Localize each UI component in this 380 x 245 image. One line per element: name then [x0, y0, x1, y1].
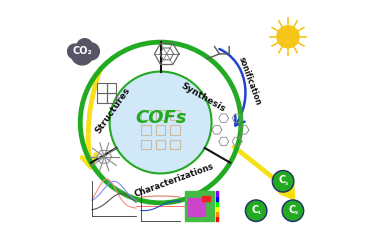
Bar	[107, 93, 117, 103]
Circle shape	[110, 72, 212, 173]
Text: Structures: Structures	[93, 86, 132, 135]
Circle shape	[82, 43, 99, 60]
Bar	[107, 83, 117, 93]
Bar	[141, 140, 151, 149]
FancyArrowPatch shape	[234, 147, 293, 197]
Bar	[185, 191, 214, 220]
Text: ₁: ₁	[258, 209, 261, 215]
Circle shape	[247, 201, 266, 220]
Bar	[202, 196, 210, 201]
Text: COFs: COFs	[135, 109, 186, 127]
Bar	[156, 110, 166, 120]
Bar	[216, 206, 218, 211]
Bar	[97, 93, 107, 103]
FancyArrowPatch shape	[219, 49, 245, 125]
Text: CO₂: CO₂	[72, 47, 92, 56]
Circle shape	[277, 26, 299, 48]
Text: Characterizations: Characterizations	[133, 161, 215, 199]
Bar	[141, 110, 151, 120]
Circle shape	[71, 43, 93, 65]
Bar	[216, 211, 218, 216]
Bar	[170, 110, 180, 120]
Text: C: C	[278, 175, 285, 185]
Circle shape	[77, 39, 92, 54]
Bar	[216, 201, 218, 206]
Bar	[216, 191, 218, 196]
Bar	[156, 125, 166, 135]
Bar	[156, 140, 166, 149]
Text: ₂: ₂	[294, 209, 298, 215]
Text: C: C	[288, 205, 295, 215]
Text: ₃: ₃	[285, 180, 288, 186]
Text: C: C	[251, 205, 258, 215]
Circle shape	[74, 50, 86, 62]
Circle shape	[245, 200, 267, 221]
Text: Synthesis: Synthesis	[180, 82, 227, 114]
Bar	[97, 83, 107, 93]
FancyArrowPatch shape	[82, 69, 101, 167]
Bar	[216, 216, 218, 220]
Bar	[170, 125, 180, 135]
Circle shape	[283, 201, 302, 220]
Bar	[216, 196, 218, 201]
Circle shape	[68, 44, 82, 59]
Bar	[141, 125, 151, 135]
Text: sonification: sonification	[237, 55, 263, 106]
Circle shape	[274, 172, 293, 191]
Circle shape	[282, 200, 304, 221]
Bar	[170, 140, 180, 149]
Circle shape	[272, 171, 294, 192]
Bar	[188, 198, 205, 216]
